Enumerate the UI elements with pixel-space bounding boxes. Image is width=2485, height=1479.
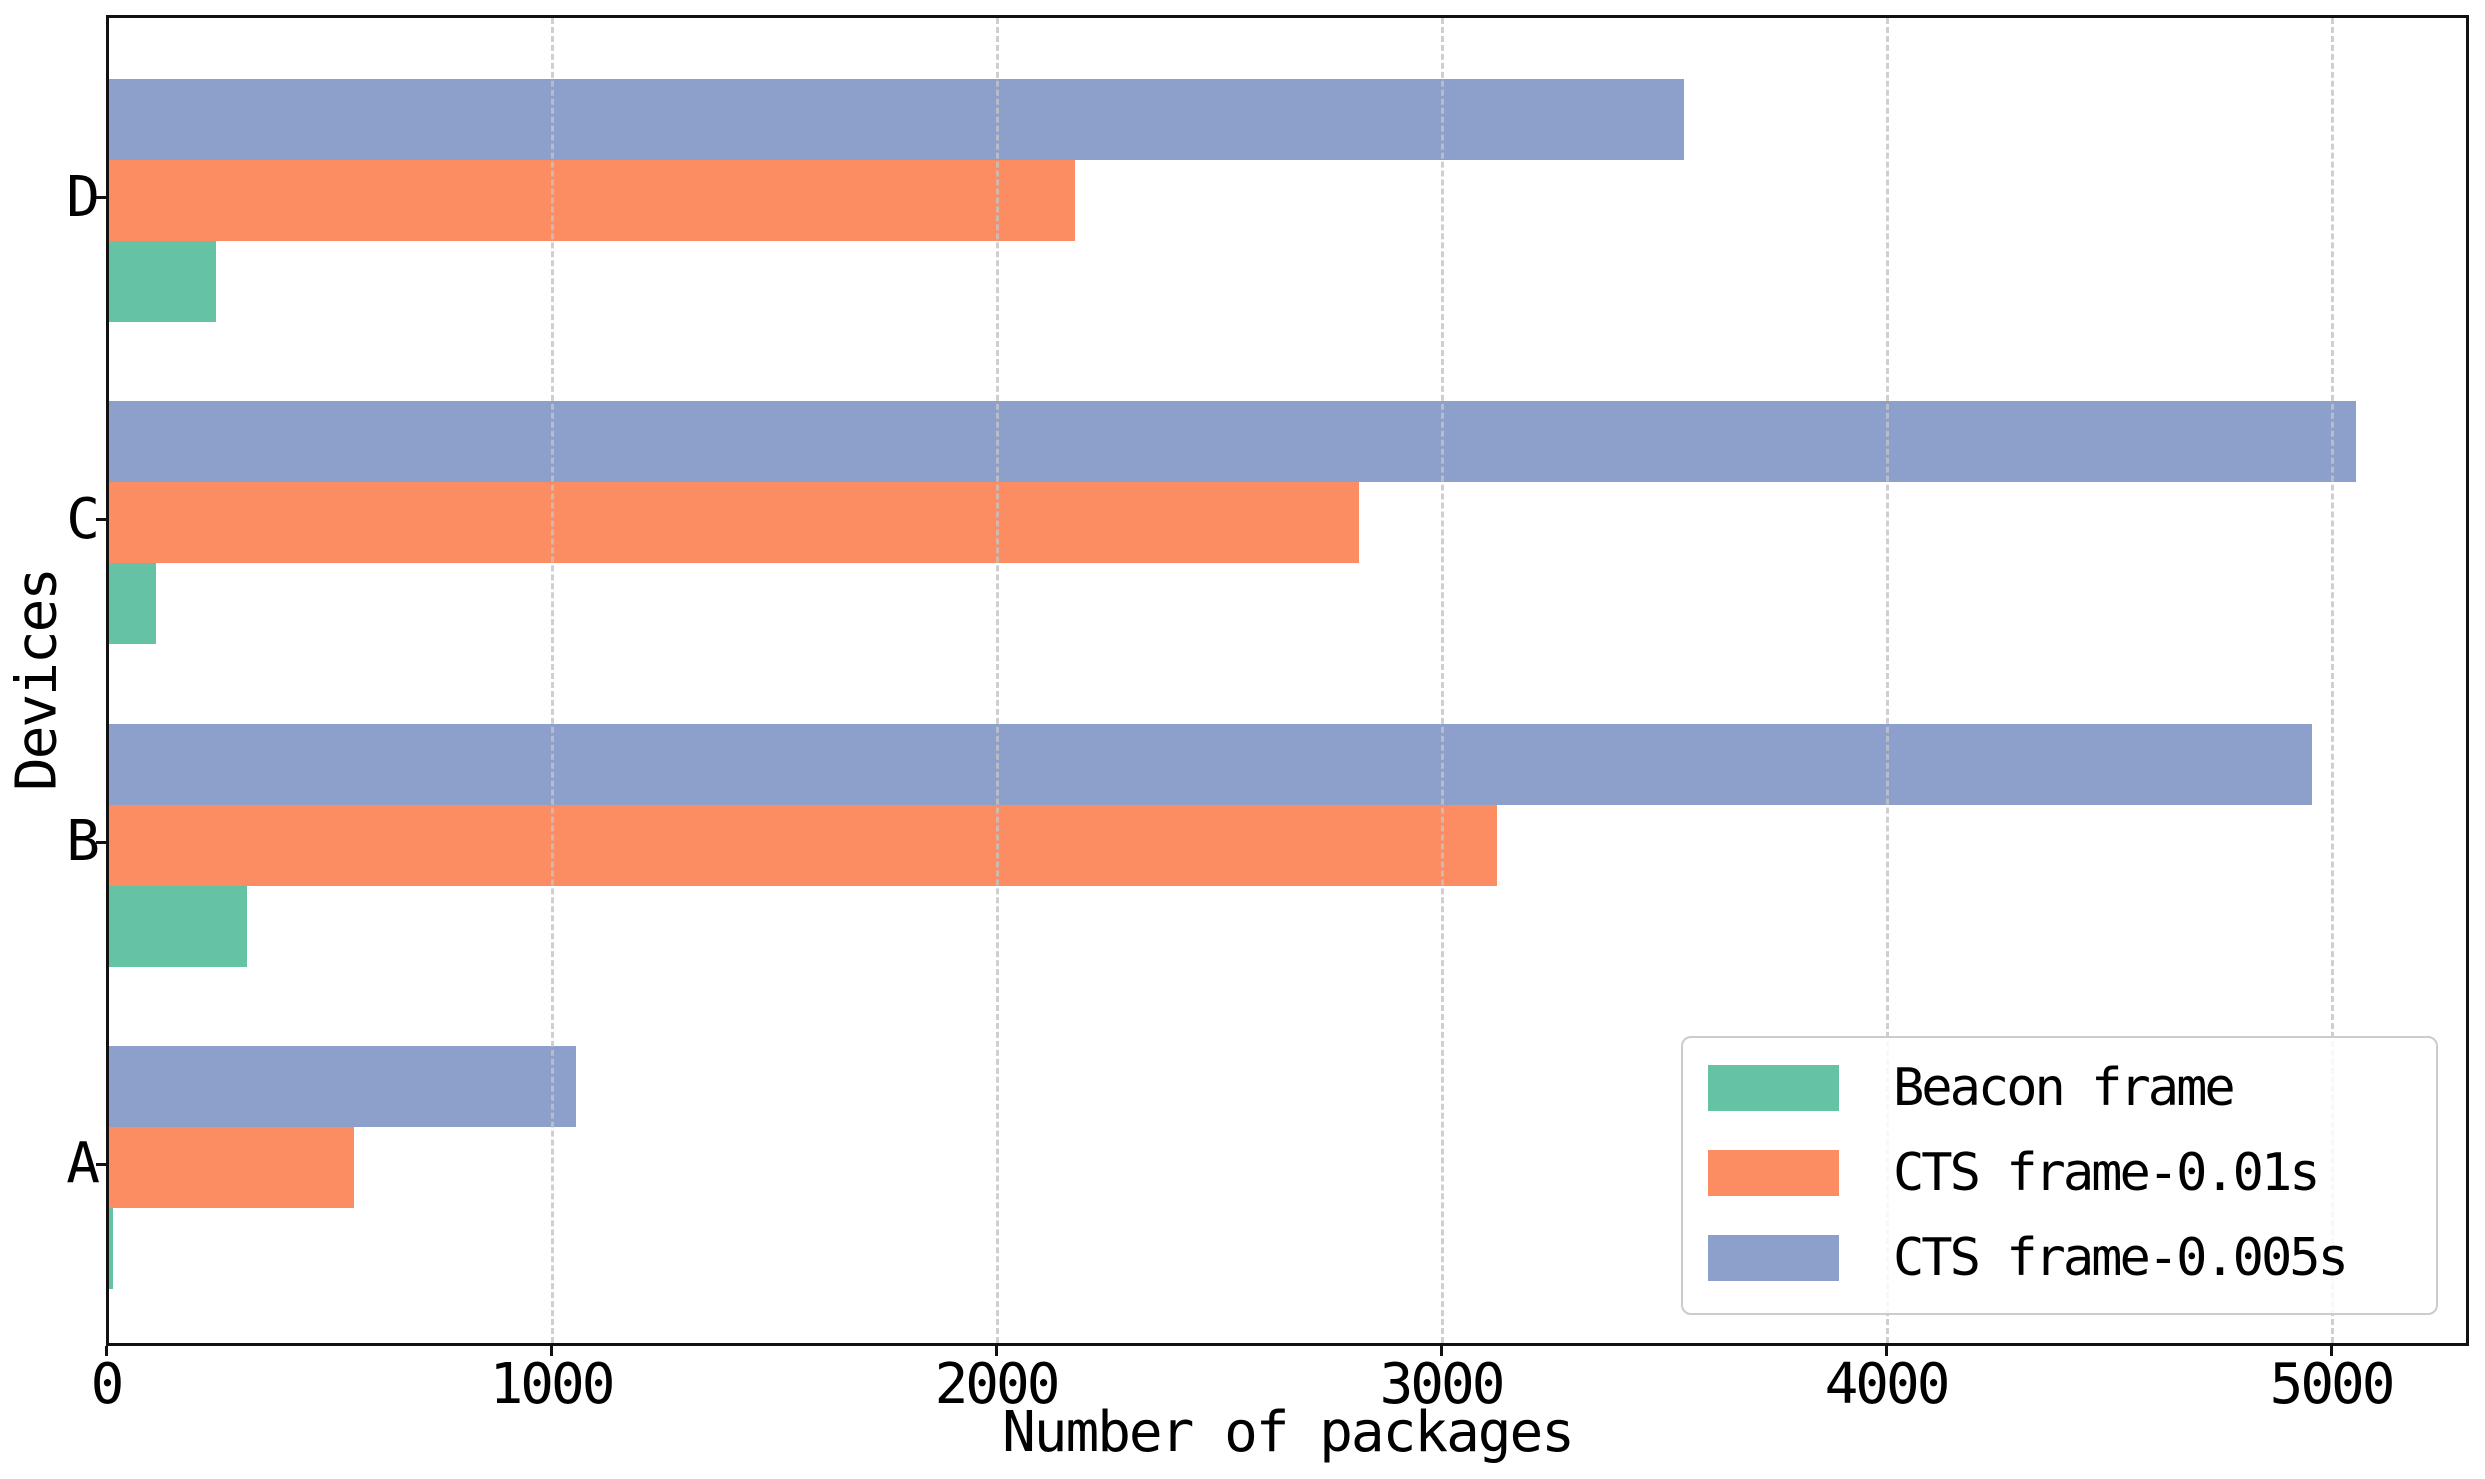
bar-d-cts-frame-0-01s (109, 160, 1075, 241)
bar-b-cts-frame-0-01s (109, 804, 1498, 886)
legend-swatch-icon (1708, 1149, 1839, 1196)
legend-row: Beacon frame (1708, 1045, 2436, 1130)
bar-a-beacon-frame (109, 1207, 114, 1289)
x-tick-label-1000: 1000 (489, 1352, 616, 1417)
x-tick-5000 (2329, 1346, 2333, 1356)
bar-d-cts-frame-0-005s (109, 79, 1685, 160)
category-label-b: B (66, 809, 100, 875)
legend-row: CTS frame-0.01s (1708, 1130, 2436, 1215)
legend-swatch-icon (1708, 1064, 1839, 1111)
x-tick-1000 (549, 1346, 553, 1356)
x-tick-3000 (1439, 1346, 1443, 1356)
bar-c-cts-frame-0-005s (109, 401, 2357, 483)
plot-area (106, 15, 2469, 1346)
x-tick-label-0: 0 (90, 1352, 125, 1417)
legend-label: Beacon frame (1893, 1057, 2236, 1118)
legend-swatch-icon (1708, 1234, 1839, 1281)
y-tick-a (96, 1162, 106, 1166)
legend-label: CTS frame-0.01s (1893, 1142, 2321, 1203)
category-label-c: C (66, 486, 100, 552)
legend: Beacon frame CTS frame-0.01s CTS frame-0.0… (1681, 1036, 2438, 1315)
x-tick-label-3000: 3000 (1379, 1352, 1506, 1417)
legend-label: CTS frame-0.005s (1893, 1227, 2349, 1288)
x-tick-4000 (1884, 1346, 1888, 1356)
y-tick-d (96, 196, 106, 199)
bar-a-cts-frame-0-01s (109, 1126, 354, 1208)
x-axis-label: Number of packages (1002, 1400, 1575, 1465)
category-label-a: A (66, 1131, 100, 1197)
bar-b-beacon-frame (109, 885, 247, 967)
bar-a-cts-frame-0-005s (109, 1045, 577, 1127)
bar-d-beacon-frame (109, 241, 216, 322)
x-tick-2000 (994, 1346, 998, 1356)
category-label-d: D (66, 164, 100, 230)
x-tick-label-5000: 5000 (2269, 1352, 2396, 1417)
gridline-3000 (1441, 18, 1445, 1343)
x-tick-label-2000: 2000 (934, 1352, 1061, 1417)
gridline-4000 (1886, 18, 1890, 1343)
bar-c-beacon-frame (109, 563, 156, 645)
gridline-1000 (551, 18, 554, 1343)
y-tick-c (96, 518, 106, 522)
bar-c-cts-frame-0-01s (109, 482, 1360, 564)
legend-row: CTS frame-0.005s (1708, 1215, 2436, 1300)
y-axis-label: Devices (4, 568, 70, 792)
x-tick-0 (104, 1346, 108, 1356)
x-tick-label-4000: 4000 (1824, 1352, 1951, 1417)
gridline-2000 (996, 18, 1000, 1343)
bar-b-cts-frame-0-005s (109, 723, 2312, 805)
gridline-5000 (2331, 18, 2335, 1343)
y-tick-b (96, 840, 106, 844)
